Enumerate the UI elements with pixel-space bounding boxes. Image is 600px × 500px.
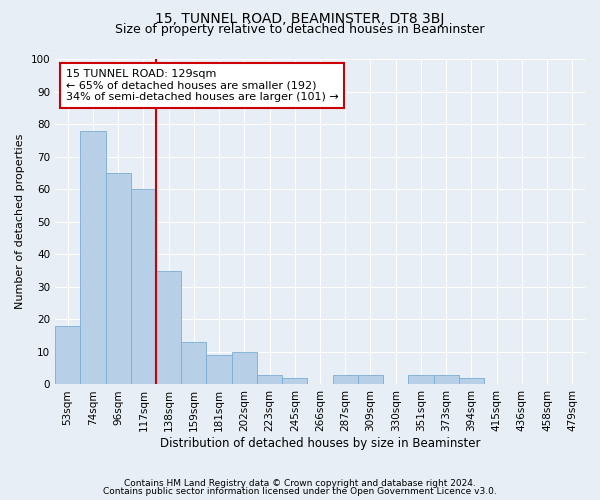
- Bar: [131, 189, 156, 384]
- Bar: [206, 355, 232, 384]
- Bar: [332, 374, 358, 384]
- Bar: [282, 378, 307, 384]
- Bar: [55, 326, 80, 384]
- Text: Size of property relative to detached houses in Beaminster: Size of property relative to detached ho…: [115, 22, 485, 36]
- Bar: [156, 270, 181, 384]
- Bar: [80, 130, 106, 384]
- Bar: [459, 378, 484, 384]
- Bar: [409, 374, 434, 384]
- Text: Contains HM Land Registry data © Crown copyright and database right 2024.: Contains HM Land Registry data © Crown c…: [124, 478, 476, 488]
- Bar: [434, 374, 459, 384]
- Text: 15, TUNNEL ROAD, BEAMINSTER, DT8 3BJ: 15, TUNNEL ROAD, BEAMINSTER, DT8 3BJ: [155, 12, 445, 26]
- Bar: [181, 342, 206, 384]
- X-axis label: Distribution of detached houses by size in Beaminster: Distribution of detached houses by size …: [160, 437, 480, 450]
- Bar: [257, 374, 282, 384]
- Bar: [232, 352, 257, 384]
- Text: Contains public sector information licensed under the Open Government Licence v3: Contains public sector information licen…: [103, 487, 497, 496]
- Y-axis label: Number of detached properties: Number of detached properties: [15, 134, 25, 310]
- Text: 15 TUNNEL ROAD: 129sqm
← 65% of detached houses are smaller (192)
34% of semi-de: 15 TUNNEL ROAD: 129sqm ← 65% of detached…: [65, 69, 338, 102]
- Bar: [358, 374, 383, 384]
- Bar: [106, 173, 131, 384]
